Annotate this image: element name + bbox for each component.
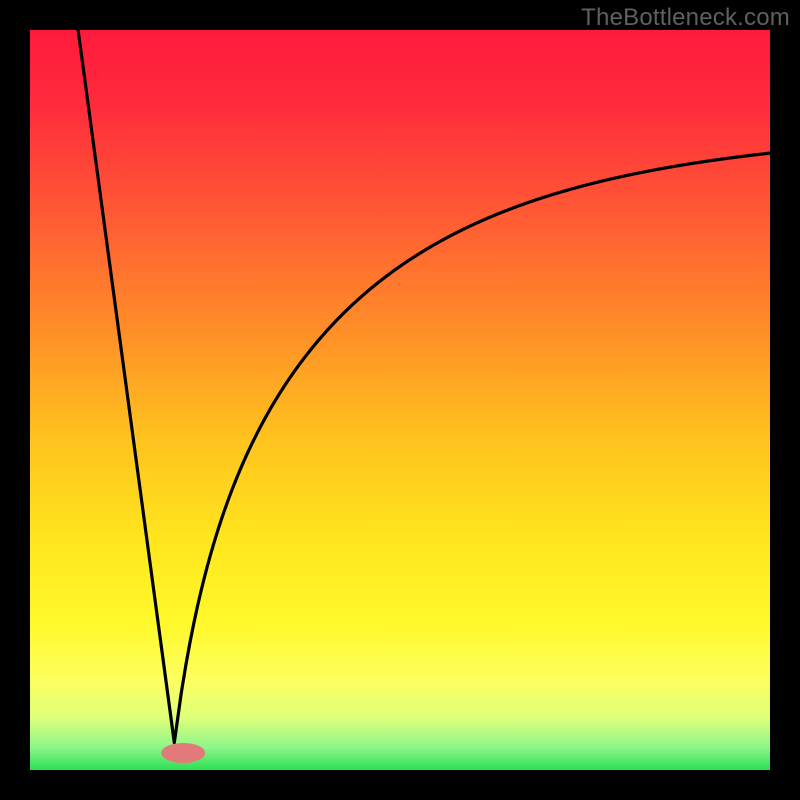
bottleneck-chart <box>0 0 800 800</box>
chart-container: TheBottleneck.com <box>0 0 800 800</box>
chart-plot-area <box>30 30 770 770</box>
optimal-marker <box>161 743 205 763</box>
watermark-text: TheBottleneck.com <box>581 4 790 32</box>
